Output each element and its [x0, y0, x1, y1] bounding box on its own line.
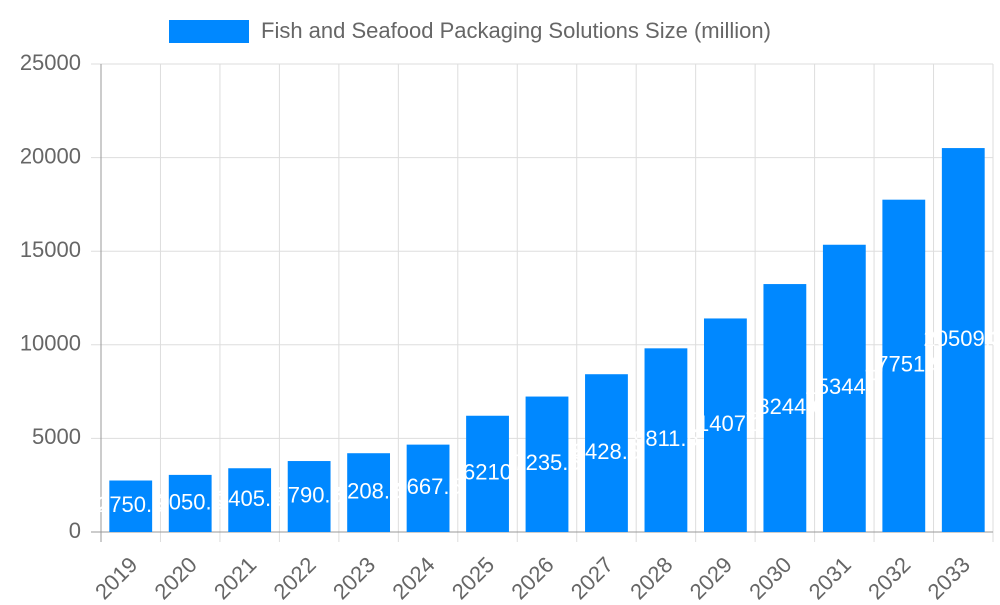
data-label: 9811.5 [633, 426, 699, 451]
bar [347, 453, 391, 532]
legend-label: Fish and Seafood Packaging Solutions Siz… [261, 18, 771, 43]
x-tick-label: 2033 [923, 552, 975, 600]
data-label: 20509.3 [924, 326, 1000, 351]
bar [168, 474, 212, 532]
x-tick-label: 2025 [447, 552, 499, 600]
bar [525, 396, 569, 532]
bar [287, 461, 331, 532]
data-label: 3050.5 [157, 489, 224, 514]
bar [822, 244, 866, 532]
data-label: 11407.1 [686, 411, 764, 436]
x-tick-label: 2032 [863, 552, 915, 600]
x-tick-label: 2021 [209, 552, 261, 600]
data-label: 3405.5 [216, 486, 283, 511]
bar [466, 415, 509, 532]
data-label: 6210 [463, 460, 512, 485]
y-tick-label: 0 [69, 518, 81, 543]
bar [109, 480, 153, 532]
bar [406, 444, 450, 532]
data-label: 2750.5 [97, 492, 164, 517]
bar [941, 148, 985, 532]
data-label: 4208.5 [335, 478, 402, 503]
x-tick-label: 2027 [566, 552, 618, 600]
bar [228, 468, 272, 532]
bar [882, 199, 926, 532]
x-tick-label: 2020 [150, 552, 202, 600]
x-tick-label: 2030 [744, 552, 796, 600]
x-tick-label: 2024 [387, 552, 439, 600]
x-tick-label: 2028 [625, 552, 677, 600]
x-tick-label: 2023 [328, 552, 380, 600]
bar [763, 284, 807, 532]
data-label: 7235.5 [513, 450, 580, 475]
x-tick-label: 2031 [804, 552, 856, 600]
data-label: 15344.7 [805, 374, 885, 399]
x-tick-label: 2029 [685, 552, 737, 600]
data-label: 13244.6 [745, 394, 825, 419]
bar [585, 374, 628, 532]
data-label: 3790.5 [275, 482, 342, 507]
legend-swatch [169, 20, 249, 43]
y-tick-label: 5000 [32, 424, 81, 449]
y-tick-label: 20000 [20, 143, 81, 168]
x-tick-label: 2026 [506, 552, 558, 600]
y-tick-label: 25000 [20, 50, 81, 75]
y-tick-label: 10000 [20, 331, 81, 356]
bar [644, 348, 688, 532]
data-label: 17751.9 [864, 352, 944, 377]
x-tick-label: 2022 [268, 552, 320, 600]
data-label: 8428.5 [573, 439, 640, 464]
y-tick-label: 15000 [20, 237, 81, 262]
data-label: 4667.5 [394, 474, 461, 499]
x-tick-label: 2019 [90, 552, 142, 600]
bar [703, 318, 747, 532]
